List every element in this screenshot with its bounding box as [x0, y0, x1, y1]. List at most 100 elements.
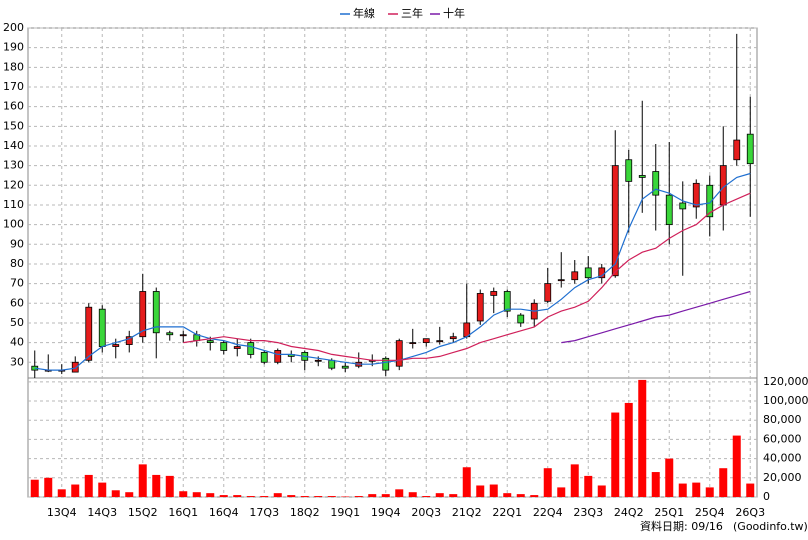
x-tick-label: 20Q3 — [411, 506, 441, 519]
x-tick-label: 19Q4 — [371, 506, 401, 519]
candle-body — [692, 182, 700, 208]
volume-bar — [57, 489, 66, 497]
candle-body — [112, 344, 120, 347]
source: (Goodinfo.tw) — [733, 520, 808, 533]
candle-body — [557, 279, 565, 282]
candle-body — [328, 359, 336, 369]
candle-body — [638, 175, 646, 178]
candle-body — [71, 361, 79, 373]
candle-body — [125, 336, 133, 345]
y-tick-label: 90 — [10, 237, 24, 250]
volume-bar — [111, 490, 120, 497]
ma-line — [561, 290, 751, 344]
candle-body — [476, 293, 484, 322]
candle-body — [422, 338, 430, 344]
volume-bar — [638, 379, 647, 497]
volume-bar — [651, 472, 660, 497]
candle-body — [625, 159, 633, 182]
y-tick-label: 160 — [3, 100, 24, 113]
x-tick-label: 21Q2 — [452, 506, 482, 519]
candle-body — [314, 359, 322, 362]
candle-body — [706, 184, 714, 218]
volume-bar — [368, 494, 377, 497]
candle-body — [341, 365, 349, 369]
y-tick-label: 100 — [3, 218, 24, 231]
x-tick-label: 23Q3 — [573, 506, 603, 519]
volume-bar — [516, 494, 525, 497]
volume-bar — [273, 493, 282, 497]
volume-bar — [678, 483, 687, 497]
y-tick-label: 60 — [10, 296, 24, 309]
x-tick-label: 22Q1 — [492, 506, 522, 519]
candle-body — [517, 314, 525, 324]
x-tick-label: 15Q2 — [128, 506, 158, 519]
candle-body — [665, 194, 673, 226]
candle-body — [382, 357, 390, 371]
y-tick-label: 170 — [3, 80, 24, 93]
legend-label: 三年 — [401, 6, 423, 20]
source-date: 資料日期: 09/16 — [640, 519, 723, 533]
y2-tick-label: 20,000 — [763, 471, 802, 484]
volume-bar — [570, 464, 579, 497]
candle-body — [490, 291, 498, 296]
volume-bar — [705, 487, 714, 497]
candle-body — [260, 352, 268, 363]
volume-bar — [152, 474, 161, 497]
volume-bar — [597, 485, 606, 497]
candle-body — [544, 283, 552, 302]
y-tick-label: 30 — [10, 355, 24, 368]
volume-bar — [192, 492, 201, 497]
y2-tick-label: 40,000 — [763, 452, 802, 465]
volume-bar — [503, 493, 512, 497]
candle-body — [166, 332, 174, 336]
volume-bar — [624, 402, 633, 497]
volume-bar — [260, 496, 269, 497]
y-tick-label: 180 — [3, 60, 24, 73]
volume-bar — [165, 475, 174, 497]
y-tick-label: 80 — [10, 257, 24, 270]
volume-bar — [381, 494, 390, 497]
candle-body — [733, 139, 741, 161]
volume-bar — [422, 496, 431, 497]
volume-bar — [287, 495, 296, 497]
volume-bar — [300, 496, 309, 497]
volume-bar — [408, 492, 417, 497]
y2-tick-label: 100,000 — [763, 394, 808, 407]
volume-bar — [138, 464, 147, 497]
candle-body — [247, 342, 255, 355]
y-tick-label: 70 — [10, 277, 24, 290]
volume-bar — [98, 482, 107, 497]
volume-bar — [489, 484, 498, 497]
x-tick-label: 25Q1 — [654, 506, 684, 519]
volume-bar — [732, 435, 741, 497]
y-tick-label: 110 — [3, 198, 24, 211]
candle-body — [233, 346, 241, 349]
candle-body — [179, 334, 187, 337]
x-tick-label: 18Q2 — [290, 506, 320, 519]
candle-body — [584, 267, 592, 279]
candle-body — [98, 308, 106, 347]
x-tick-label: 24Q2 — [614, 506, 644, 519]
candle-body — [220, 342, 228, 351]
volume-bar — [746, 483, 755, 497]
volume-bar — [327, 496, 336, 497]
volume-bar — [206, 493, 215, 497]
x-tick-label: 22Q4 — [533, 506, 563, 519]
volume-bar — [476, 485, 485, 497]
x-tick-label: 14Q3 — [87, 506, 117, 519]
volume-bar — [665, 458, 674, 497]
y-tick-label: 40 — [10, 336, 24, 349]
volume-bar — [584, 475, 593, 497]
candle-body — [611, 165, 619, 277]
candle-body — [503, 291, 511, 312]
volume-bar — [44, 477, 53, 497]
candle-body — [409, 342, 417, 345]
y2-tick-label: 0 — [763, 490, 770, 503]
plot-frame — [27, 27, 758, 498]
volume-bar — [692, 482, 701, 497]
y-tick-label: 190 — [3, 41, 24, 54]
volume-bar — [449, 494, 458, 497]
volume-bar — [354, 496, 363, 497]
